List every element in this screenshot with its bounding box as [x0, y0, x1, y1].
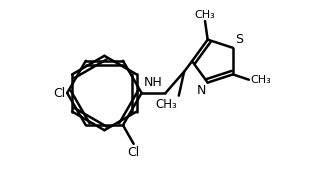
Text: NH: NH — [144, 76, 163, 89]
Text: Cl: Cl — [127, 146, 140, 159]
Text: Cl: Cl — [54, 86, 66, 100]
Text: S: S — [235, 33, 243, 46]
Text: N: N — [197, 84, 206, 97]
Text: CH₃: CH₃ — [156, 98, 177, 111]
Text: CH₃: CH₃ — [250, 75, 271, 85]
Text: CH₃: CH₃ — [195, 10, 215, 20]
